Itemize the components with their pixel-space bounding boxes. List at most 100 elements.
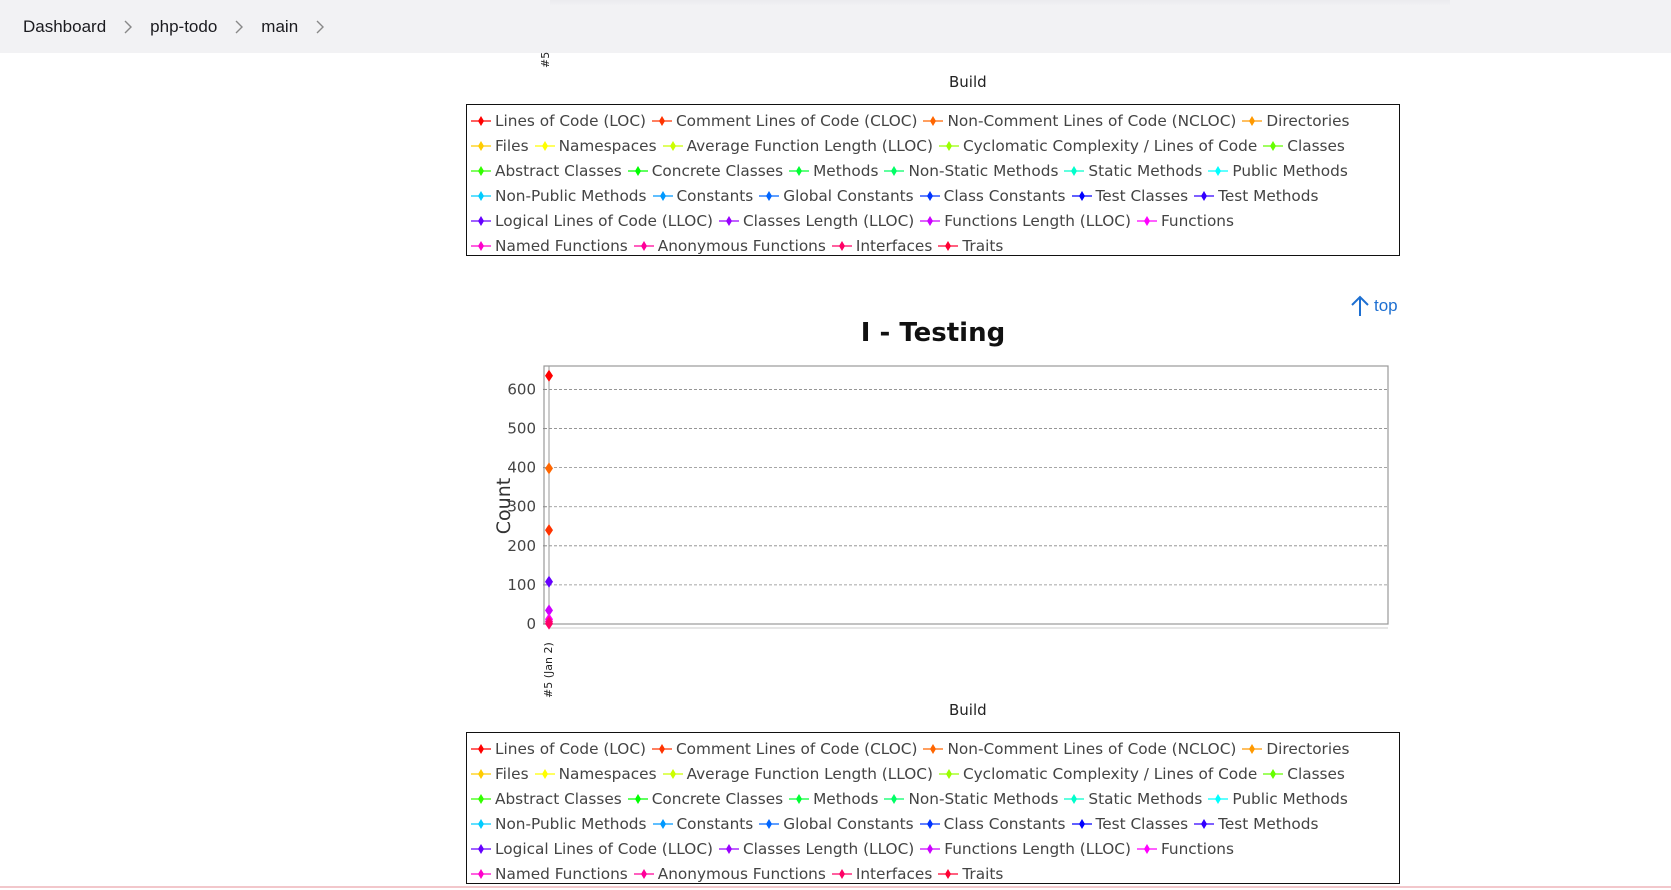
legend-label: Non-Public Methods [495, 814, 647, 833]
legend-row: Non-Public Methods Constants Global Consta… [471, 811, 1399, 836]
legend-item: Non-Static Methods [884, 790, 1058, 808]
legend-label: Public Methods [1232, 161, 1348, 180]
series-marker-icon [789, 793, 810, 805]
legend-item: Static Methods [1064, 162, 1202, 180]
legend-label: Concrete Classes [651, 789, 784, 808]
legend-label: Directories [1266, 111, 1350, 130]
legend-label: Interfaces [855, 864, 933, 883]
legend-label: Named Functions [495, 864, 628, 883]
series-marker-icon [923, 115, 944, 127]
legend-item: Namespaces [534, 764, 657, 783]
chevron-right-icon [106, 20, 150, 34]
series-marker-icon [652, 190, 673, 202]
breadcrumb-dashboard[interactable]: Dashboard [23, 16, 107, 36]
legend-label: Namespaces [558, 764, 657, 783]
legend-item: Non-Comment Lines of Code (NCLOC) [923, 112, 1236, 130]
legend-row: Named Functions Anonymous Functions Interf… [471, 233, 1399, 258]
legend-label: Static Methods [1088, 789, 1203, 808]
legend-item: Namespaces [534, 137, 657, 155]
legend-item: Global Constants [759, 814, 914, 833]
chevron-right-icon[interactable] [298, 20, 342, 34]
y-tick-label: 100 [507, 576, 536, 594]
legend-item: Lines of Code (LOC) [471, 112, 646, 130]
legend-label: Functions [1160, 211, 1234, 230]
series-marker-icon [920, 843, 941, 855]
legend-item: Non-Comment Lines of Code (NCLOC) [923, 740, 1236, 758]
series-marker-icon [1263, 768, 1284, 780]
legend-label: Named Functions [495, 236, 628, 255]
series-marker-icon [652, 818, 673, 830]
legend-item: Non-Public Methods [471, 815, 647, 833]
breadcrumb-bar: Dashboard php-todo main [0, 0, 1671, 53]
series-marker-icon [471, 240, 491, 252]
legend-item: Abstract Classes [471, 790, 622, 808]
legend-row: Logical Lines of Code (LLOC) Classes Leng… [471, 836, 1399, 861]
legend-item: Non-Static Methods [884, 162, 1058, 180]
legend-item: Public Methods [1208, 790, 1348, 808]
y-tick-label: 600 [507, 380, 536, 398]
legend-item: Concrete Classes [627, 161, 784, 180]
chevron-right-icon [217, 20, 261, 34]
legend-item: Constants [652, 187, 753, 205]
series-marker-icon [884, 165, 905, 177]
legend-label: Files [495, 764, 529, 783]
legend-item: Anonymous Functions [633, 237, 826, 255]
legend-label: Cyclomatic Complexity / Lines of Code [962, 764, 1258, 783]
series-marker-icon [534, 140, 555, 152]
legend-label: Non-Comment Lines of Code (NCLOC) [947, 111, 1237, 130]
back-to-top-link[interactable]: top [1349, 294, 1398, 318]
series-marker-icon [1071, 190, 1092, 202]
series-marker-icon [1242, 743, 1263, 755]
data-point [545, 575, 553, 588]
series-marker-icon [662, 140, 683, 152]
legend-label: Test Methods [1218, 814, 1319, 833]
breadcrumb-main[interactable]: main [261, 16, 299, 36]
series-marker-icon [471, 768, 491, 780]
legend-item: Logical Lines of Code (LLOC) [471, 212, 713, 230]
legend-label: Global Constants [783, 186, 914, 205]
series-marker-icon [938, 868, 959, 880]
series-marker-icon [471, 140, 491, 152]
top-chart-x-axis-label: Build [949, 73, 987, 91]
legend-item: Test Methods [1194, 187, 1318, 205]
legend-item: Logical Lines of Code (LLOC) [471, 840, 713, 858]
legend-label: Global Constants [783, 814, 914, 833]
legend-label: Classes Length (LLOC) [742, 839, 915, 858]
legend-item: Constants [652, 815, 753, 833]
legend-item: Classes [1263, 137, 1345, 155]
chart-title: I - Testing [860, 318, 1006, 348]
series-marker-icon [633, 868, 654, 880]
data-point [545, 604, 553, 617]
legend-item: Concrete Classes [627, 789, 784, 808]
legend-label: Functions Length (LLOC) [944, 211, 1131, 230]
series-marker-icon [471, 793, 491, 805]
legend-label: Average Function Length (LLOC) [686, 764, 933, 783]
legend-row: Files Namespaces Average Function Length (… [471, 761, 1399, 786]
series-marker-icon [651, 743, 672, 755]
legend-item: Average Function Length (LLOC) [662, 137, 933, 155]
legend-label: Logical Lines of Code (LLOC) [495, 211, 713, 230]
legend-item: Classes Length (LLOC) [718, 839, 915, 858]
breadcrumb-php-todo[interactable]: php-todo [150, 16, 218, 36]
legend-label: Methods [813, 161, 879, 180]
series-marker-icon [1194, 190, 1215, 202]
series-marker-icon [831, 240, 852, 252]
legend-label: Test Methods [1218, 186, 1319, 205]
series-marker-icon [627, 165, 648, 177]
series-marker-icon [471, 190, 491, 202]
legend-label: Concrete Classes [651, 161, 784, 180]
legend-item: Named Functions [471, 865, 628, 883]
series-marker-icon [471, 165, 491, 177]
legend-item: Anonymous Functions [633, 865, 826, 883]
legend-label: Non-Comment Lines of Code (NCLOC) [947, 739, 1237, 758]
y-tick-label: 200 [507, 537, 536, 555]
data-point [545, 369, 553, 382]
series-marker-icon [884, 793, 905, 805]
legend-item: Traits [938, 865, 1003, 883]
legend-item: Comment Lines of Code (CLOC) [651, 740, 917, 758]
series-marker-icon [1136, 215, 1157, 227]
legend-row: Files Namespaces Average Function Length (… [471, 133, 1399, 158]
series-marker-icon [938, 140, 959, 152]
series-marker-icon [718, 215, 739, 227]
